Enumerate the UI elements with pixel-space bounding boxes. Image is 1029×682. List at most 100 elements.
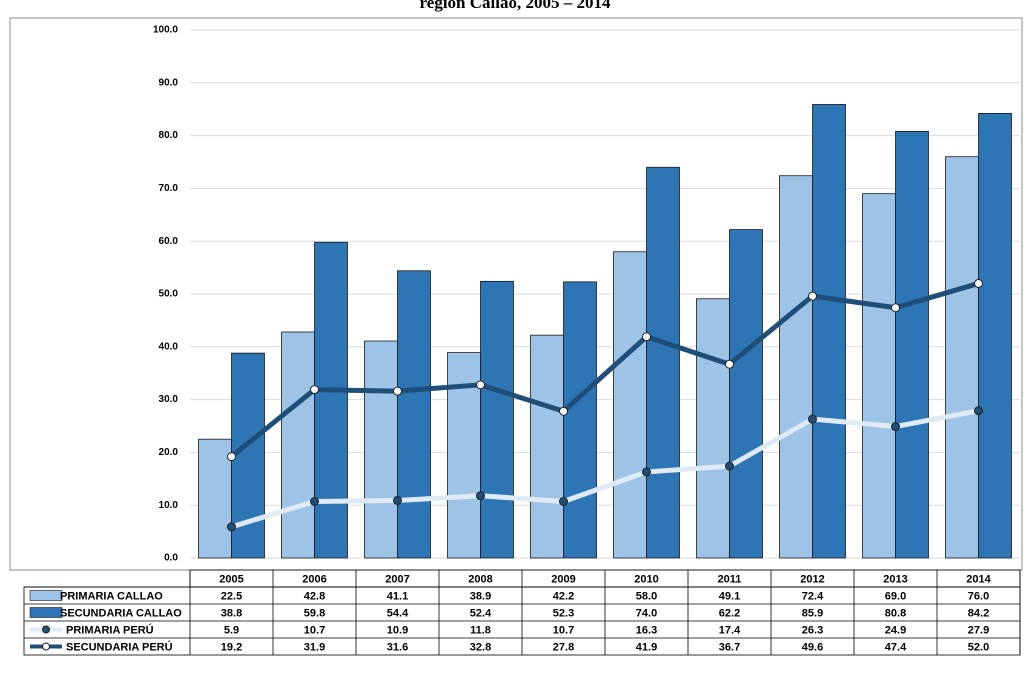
table-value: 5.9 bbox=[224, 624, 239, 636]
bar bbox=[978, 113, 1012, 559]
bar bbox=[895, 130, 929, 559]
table-value: 24.9 bbox=[885, 624, 906, 636]
table-value: 19.2 bbox=[221, 641, 242, 653]
bar bbox=[364, 340, 398, 559]
marker bbox=[310, 497, 319, 507]
table-value: 11.8 bbox=[470, 624, 491, 636]
table-value: 49.6 bbox=[802, 641, 823, 653]
bar bbox=[646, 166, 680, 559]
bar bbox=[314, 241, 348, 559]
marker bbox=[808, 414, 817, 424]
x-tick-label: 2011 bbox=[718, 573, 742, 585]
table-value: 17.4 bbox=[719, 624, 741, 636]
legend-swatch bbox=[42, 625, 50, 634]
marker bbox=[476, 380, 485, 390]
table-value: 41.1 bbox=[387, 590, 408, 602]
table-value: 41.9 bbox=[636, 641, 657, 653]
legend-label: PRIMARIA PERÚ bbox=[66, 623, 154, 636]
bar bbox=[729, 229, 763, 559]
marker bbox=[393, 495, 402, 505]
bar bbox=[812, 104, 846, 559]
table-value: 31.9 bbox=[304, 641, 325, 653]
bar bbox=[696, 298, 730, 559]
table-value: 52.0 bbox=[968, 641, 989, 653]
marker bbox=[642, 332, 651, 342]
table-value: 10.9 bbox=[387, 624, 408, 636]
table-value: 42.8 bbox=[304, 590, 325, 602]
table-value: 38.9 bbox=[470, 590, 491, 602]
x-tick-label: 2013 bbox=[883, 573, 907, 585]
marker bbox=[725, 359, 734, 369]
x-tick-label: 2007 bbox=[385, 573, 409, 585]
table-value: 32.8 bbox=[470, 641, 491, 653]
y-tick-label: 90.0 bbox=[159, 77, 179, 88]
x-tick-label: 2010 bbox=[634, 573, 658, 585]
marker bbox=[310, 385, 319, 395]
table-value: 49.1 bbox=[719, 590, 740, 602]
legend-swatch bbox=[29, 590, 63, 601]
table-value: 22.5 bbox=[221, 590, 242, 602]
table-value: 38.8 bbox=[221, 607, 242, 619]
marker bbox=[227, 452, 236, 462]
x-tick-label: 2005 bbox=[219, 573, 243, 585]
x-tick-label: 2006 bbox=[302, 573, 326, 585]
x-tick-label: 2012 bbox=[800, 573, 824, 585]
bar bbox=[530, 334, 564, 559]
y-tick-label: 80.0 bbox=[159, 130, 179, 141]
bar bbox=[945, 156, 979, 559]
x-tick-label: 2008 bbox=[468, 573, 492, 585]
y-tick-label: 70.0 bbox=[159, 183, 179, 194]
y-tick-label: 40.0 bbox=[159, 341, 179, 352]
x-tick-label: 2009 bbox=[551, 573, 575, 585]
bar bbox=[198, 438, 232, 559]
marker bbox=[974, 406, 983, 416]
bar bbox=[480, 280, 514, 559]
table-value: 27.9 bbox=[968, 624, 989, 636]
bar bbox=[862, 193, 896, 559]
table-value: 52.3 bbox=[553, 607, 574, 619]
legend-label: SECUNDARIA PERÚ bbox=[66, 640, 173, 653]
table-value: 54.4 bbox=[387, 607, 409, 619]
marker bbox=[808, 291, 817, 301]
table-value: 42.2 bbox=[553, 590, 574, 602]
line bbox=[230, 408, 979, 530]
y-tick-label: 0.0 bbox=[164, 553, 178, 564]
marker bbox=[227, 522, 236, 532]
marker bbox=[642, 467, 651, 477]
marker bbox=[559, 406, 568, 416]
table-value: 85.9 bbox=[802, 607, 823, 619]
legend-swatch bbox=[29, 607, 63, 618]
table-value: 10.7 bbox=[553, 624, 574, 636]
y-tick-label: 10.0 bbox=[159, 500, 179, 511]
table-value: 27.8 bbox=[553, 641, 574, 653]
legend-label: SECUNDARIA CALLAO bbox=[60, 607, 182, 619]
marker bbox=[725, 461, 734, 471]
y-tick-label: 20.0 bbox=[159, 447, 179, 458]
chart-title: región Callao, 2005 – 2014 bbox=[420, 0, 611, 12]
bar bbox=[281, 331, 315, 559]
table-value: 62.2 bbox=[719, 607, 740, 619]
legend-swatch bbox=[42, 642, 50, 651]
table-value: 10.7 bbox=[304, 624, 325, 636]
table-value: 59.8 bbox=[304, 607, 325, 619]
marker bbox=[393, 386, 402, 396]
table-value: 26.3 bbox=[802, 624, 823, 636]
y-tick-label: 50.0 bbox=[159, 289, 179, 300]
bar bbox=[613, 251, 647, 559]
y-tick-label: 100.0 bbox=[153, 25, 178, 36]
table-value: 69.0 bbox=[885, 590, 906, 602]
y-tick-label: 60.0 bbox=[159, 236, 179, 247]
legend-label: PRIMARIA CALLAO bbox=[60, 590, 163, 602]
table-value: 76.0 bbox=[968, 590, 989, 602]
marker bbox=[974, 278, 983, 288]
table-value: 31.6 bbox=[387, 641, 408, 653]
table-value: 72.4 bbox=[802, 590, 824, 602]
bar bbox=[563, 281, 597, 559]
table-value: 16.3 bbox=[636, 624, 657, 636]
marker bbox=[559, 497, 568, 507]
y-tick-label: 30.0 bbox=[159, 394, 179, 405]
bar bbox=[779, 175, 813, 559]
table-value: 36.7 bbox=[719, 641, 740, 653]
marker bbox=[476, 491, 485, 501]
